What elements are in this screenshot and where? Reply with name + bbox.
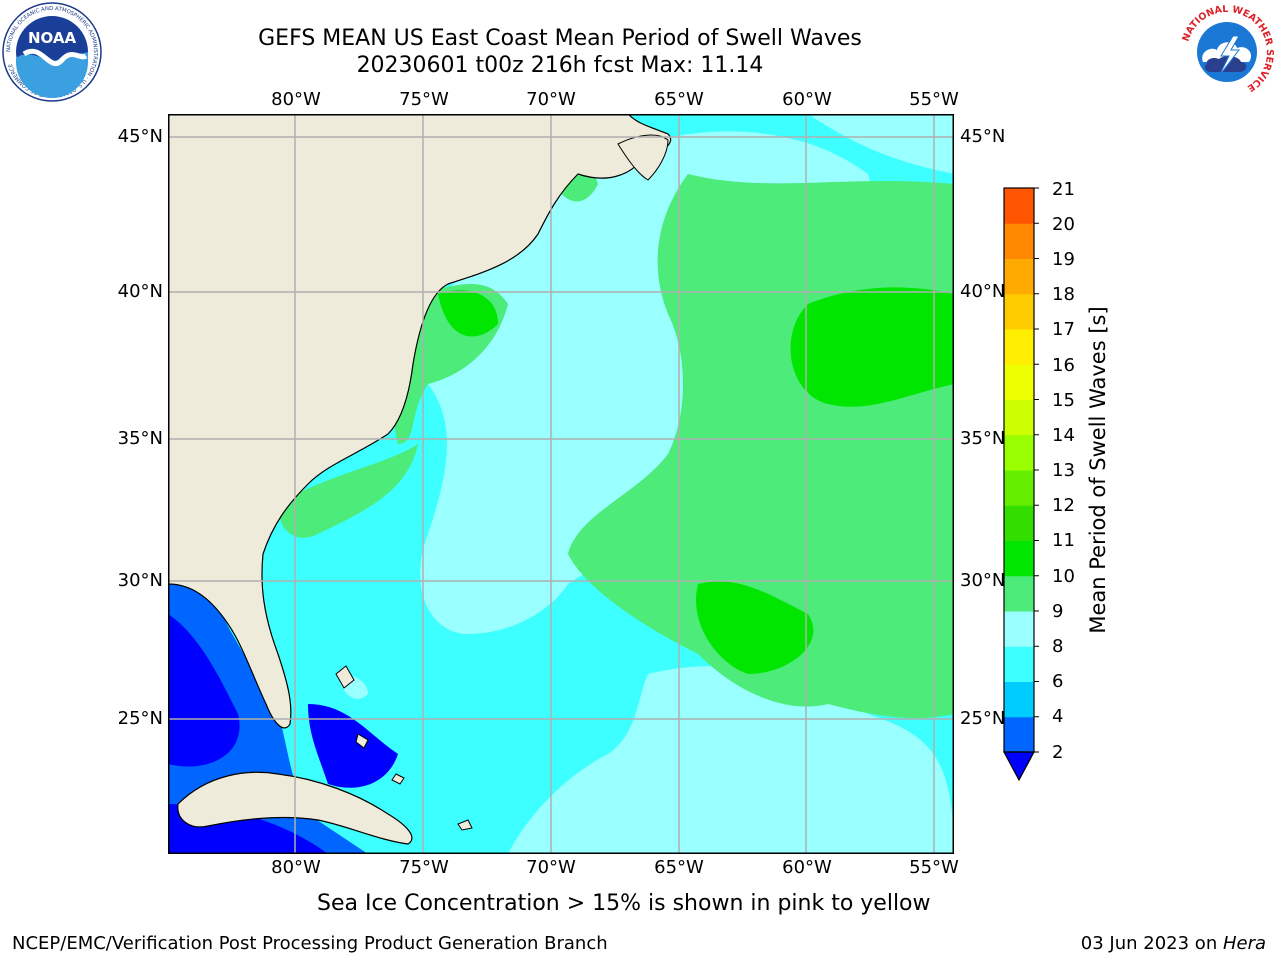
colorbar-tick: 4 — [1052, 706, 1064, 727]
lat-label-left: 45°N — [117, 126, 163, 147]
colorbar-segment — [1004, 470, 1034, 506]
us-landmass — [168, 114, 672, 729]
colorbar-tick: 20 — [1052, 214, 1075, 235]
colorbar-segment — [1004, 646, 1034, 682]
colorbar-segment — [1004, 329, 1034, 365]
colorbar-segment — [1004, 399, 1034, 436]
lon-label-bottom: 65°W — [654, 857, 704, 878]
lon-label-bottom: 75°W — [399, 857, 449, 878]
colorbar-segment — [1004, 716, 1034, 753]
lon-label-top: 65°W — [654, 89, 704, 110]
colorbar-segment — [1004, 364, 1034, 400]
footer-date-text: 03 Jun 2023 on — [1080, 933, 1223, 954]
colorbar-tick: 15 — [1052, 390, 1075, 411]
lon-label-bottom: 80°W — [271, 857, 321, 878]
colorbar-tick: 2 — [1052, 742, 1064, 763]
footer-credit: NCEP/EMC/Verification Post Processing Pr… — [12, 933, 608, 954]
lon-label-top: 60°W — [782, 89, 832, 110]
lat-label-left: 35°N — [117, 428, 163, 449]
colorbar-tick: 14 — [1052, 425, 1075, 446]
colorbar-segment — [1004, 681, 1034, 718]
colorbar-tick: 17 — [1052, 319, 1075, 340]
map-svg[interactable] — [168, 114, 954, 854]
lon-label-top: 55°W — [909, 89, 959, 110]
lon-label-bottom: 60°W — [782, 857, 832, 878]
nova-scotia — [617, 134, 669, 181]
colorbar-segment — [1004, 188, 1034, 224]
footer-machine: Hera — [1222, 933, 1266, 954]
colorbar-tick: 13 — [1052, 460, 1075, 481]
colorbar-segment — [1004, 575, 1034, 612]
colorbar-tick: 18 — [1052, 284, 1075, 305]
footer-date: 03 Jun 2023 on Hera — [1081, 933, 1266, 954]
colorbar-segment — [1004, 540, 1034, 577]
colorbar-under-arrow — [1002, 751, 1036, 782]
colorbar-segment — [1004, 258, 1034, 295]
lat-label-left: 30°N — [117, 570, 163, 591]
lat-label-right: 30°N — [960, 570, 1006, 591]
colorbar-segment — [1004, 505, 1034, 541]
colorbar-tick: 10 — [1052, 566, 1075, 587]
lat-label-right: 25°N — [960, 708, 1006, 729]
lat-label-right: 35°N — [960, 428, 1006, 449]
colorbar-tick: 11 — [1052, 530, 1075, 551]
lat-label-right: 45°N — [960, 126, 1006, 147]
lat-label-left: 40°N — [117, 281, 163, 302]
map-panel[interactable] — [168, 114, 954, 854]
swell-band-10-11 — [438, 287, 954, 674]
lat-label-right: 40°N — [960, 281, 1006, 302]
chart-subtitle: 20230601 t00z 216h fcst Max: 11.14 — [356, 53, 764, 78]
colorbar-tick: 6 — [1052, 671, 1064, 692]
noaa-text: NOAA — [28, 29, 77, 47]
sea-ice-note: Sea Ice Concentration > 15% is shown in … — [317, 891, 931, 916]
colorbar-tick: 21 — [1052, 179, 1075, 200]
bahamas-islands — [335, 665, 473, 831]
lon-label-bottom: 55°W — [909, 857, 959, 878]
nws-logo: NATIONAL WEATHER SERVICE — [1178, 3, 1276, 101]
colorbar-tick: 12 — [1052, 495, 1075, 516]
lat-label-left: 25°N — [117, 708, 163, 729]
colorbar-tick: 8 — [1052, 636, 1064, 657]
lon-label-top: 75°W — [399, 89, 449, 110]
colorbar-segment — [1004, 434, 1034, 471]
colorbar-segment — [1004, 293, 1034, 330]
graticule — [168, 114, 954, 854]
noaa-logo: NATIONAL OCEANIC AND ATMOSPHERIC ADMINIS… — [2, 2, 102, 102]
colorbar-segment — [1004, 223, 1034, 259]
colorbar-title: Mean Period of Swell Waves [s] — [1086, 306, 1110, 634]
colorbar-segment — [1004, 611, 1034, 647]
map-frame — [168, 114, 954, 854]
colorbar-tick: 16 — [1052, 355, 1075, 376]
colorbar-tick: 19 — [1052, 249, 1075, 270]
chart-title: GEFS MEAN US East Coast Mean Period of S… — [258, 26, 862, 51]
lon-label-top: 80°W — [271, 89, 321, 110]
colorbar-tick: 9 — [1052, 601, 1064, 622]
lon-label-top: 70°W — [526, 89, 576, 110]
lon-label-bottom: 70°W — [526, 857, 576, 878]
colorbar — [1002, 187, 1039, 782]
